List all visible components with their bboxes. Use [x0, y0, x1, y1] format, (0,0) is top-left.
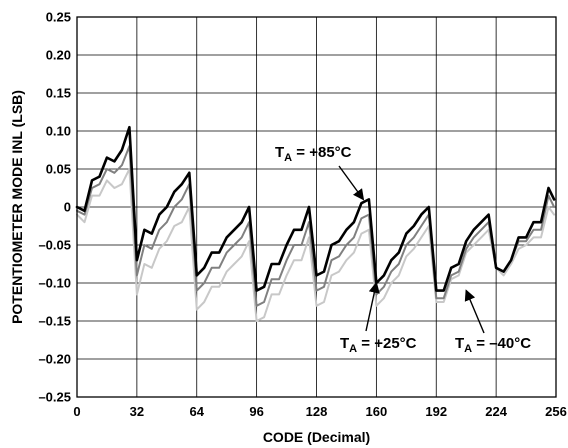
series-line — [76, 145, 556, 307]
y-tick-label: –0.20 — [38, 352, 71, 367]
x-tick-label: 0 — [73, 404, 80, 419]
y-axis-title: POTENTIOMETER MODE INL (LSB) — [9, 90, 25, 324]
annotation-arrow — [464, 289, 485, 334]
x-tick-label: 224 — [485, 404, 507, 419]
series-lines — [75, 125, 556, 322]
y-tick-label: 0.15 — [46, 86, 71, 101]
x-tick-label: 160 — [366, 404, 388, 419]
x-axis-title: CODE (Decimal) — [263, 429, 370, 445]
x-tick-label: 32 — [130, 404, 144, 419]
x-tick-label: 128 — [306, 404, 328, 419]
plot-frame — [76, 16, 557, 398]
x-tick-label: 256 — [545, 404, 567, 419]
annotation-arrow — [338, 165, 365, 201]
y-tick-label: 0.25 — [46, 10, 71, 25]
x-tick-label: 96 — [249, 404, 263, 419]
y-tick-label: –0.05 — [38, 238, 71, 253]
annotation-arrow — [365, 281, 380, 332]
x-tick-labels: 0 32 64 96 128 160 192 224 256 — [73, 404, 566, 419]
y-tick-label: 0.05 — [46, 162, 71, 177]
temperature-annotation: TA = +85°C — [275, 144, 352, 164]
y-tick-label: –0.15 — [38, 314, 71, 329]
y-tick-label: –0.10 — [38, 276, 71, 291]
series-line — [75, 125, 556, 292]
y-tick-label: 0.20 — [46, 48, 71, 63]
x-tick-label: 64 — [190, 404, 205, 419]
y-tick-label: 0 — [64, 200, 71, 215]
x-tick-label: 192 — [425, 404, 447, 419]
y-tick-label: –0.25 — [38, 390, 71, 405]
y-tick-labels: 0.25 0.20 0.15 0.10 0.05 0 –0.05 –0.10 –0.15 –0.2… — [38, 10, 71, 405]
temperature-annotation: TA = +25°C — [340, 335, 417, 355]
annotations: TA = +85°C TA = +25°C TA = –40°C — [275, 144, 531, 355]
series-line — [76, 168, 556, 322]
temperature-annotation: TA = –40°C — [455, 335, 531, 355]
y-tick-label: 0.10 — [46, 124, 71, 139]
